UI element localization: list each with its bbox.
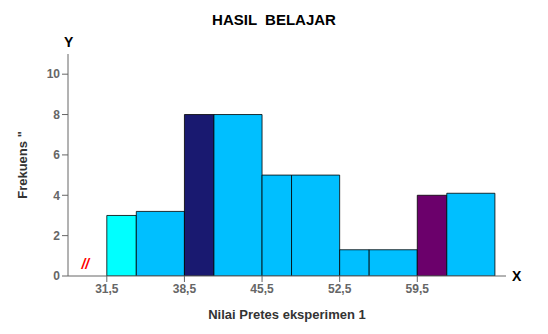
svg-text:Nilai Pretes eksperimen 1: Nilai Pretes eksperimen 1 [208,307,366,322]
svg-text:4: 4 [53,189,60,203]
svg-text:0: 0 [53,269,60,283]
svg-text:52,5: 52,5 [328,282,352,296]
svg-text:59,5: 59,5 [406,282,430,296]
html-text:Y: Y [64,34,74,50]
svg-text:Frekuens ": Frekuens " [15,131,30,199]
html-text:HASIL BELAJAR: HASIL BELAJAR [212,11,336,28]
svg-text:10: 10 [47,67,61,81]
svg-text:38,5: 38,5 [173,282,197,296]
html-text:X: X [512,268,522,284]
svg-text:8: 8 [53,108,60,122]
svg-text:31,5: 31,5 [95,282,119,296]
svg-text:2: 2 [53,229,60,243]
svg-text:45,5: 45,5 [250,282,274,296]
svg-text:6: 6 [53,148,60,162]
